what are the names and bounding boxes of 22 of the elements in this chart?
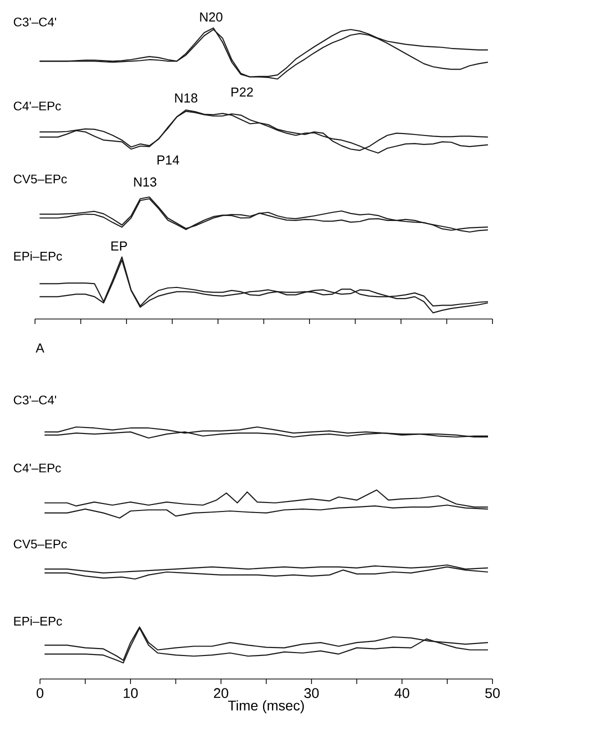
chart-title: CV5–EPc bbox=[14, 174, 67, 184]
text: P14 bbox=[158, 156, 180, 164]
x-axis-title: Time (msec) bbox=[228, 700, 304, 714]
text: N18 bbox=[175, 93, 198, 103]
x-tick-label: 40 bbox=[394, 688, 410, 698]
chart-title: CV5–EPc bbox=[14, 540, 67, 548]
text: N20 bbox=[200, 12, 222, 22]
x-tick-label: 10 bbox=[124, 688, 138, 698]
text: N13 bbox=[134, 177, 156, 187]
text: A bbox=[36, 344, 44, 352]
text: EP bbox=[111, 242, 127, 250]
x-tick-label: 50 bbox=[485, 688, 500, 698]
chart-title: EPi–EPc bbox=[14, 251, 62, 261]
chart-title: EPi–EPc bbox=[14, 616, 62, 626]
chart-title: C3'–C4' bbox=[14, 396, 56, 404]
x-tick-label: 0 bbox=[36, 688, 44, 698]
chart-title: C4'–EPc bbox=[14, 102, 61, 110]
chart-title: C4'–EPc bbox=[14, 464, 61, 472]
x-tick-label: 30 bbox=[304, 688, 319, 698]
text: P22 bbox=[232, 87, 253, 97]
chart-title: C3'–C4' bbox=[14, 18, 56, 26]
x-tick-label: 20 bbox=[214, 688, 228, 698]
